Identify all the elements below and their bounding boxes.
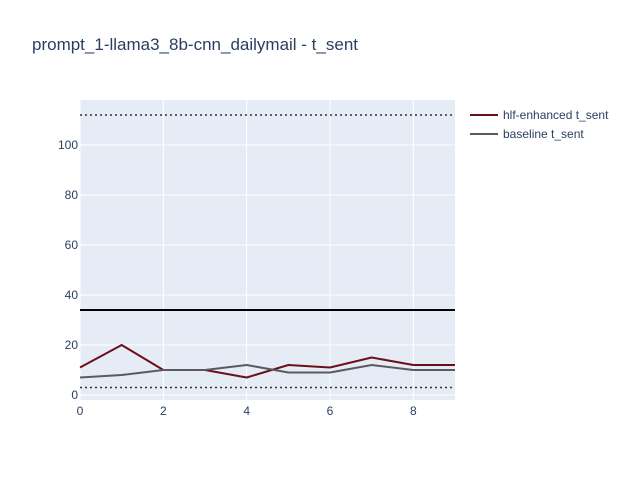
x-tick-label: 0 [77, 404, 84, 418]
y-tick-label: 80 [65, 188, 79, 202]
legend-label: baseline t_sent [503, 127, 584, 141]
series-lines [79, 344, 455, 379]
x-tick-label: 4 [243, 404, 250, 418]
plot-area [80, 100, 455, 400]
x-tick-label: 6 [327, 404, 334, 418]
x-tick-label: 2 [160, 404, 167, 418]
series-line [79, 364, 455, 379]
axis-ticks: 0 20 40 60 80 100 0 2 4 6 8 [58, 138, 417, 418]
y-tick-label: 0 [71, 388, 78, 402]
y-tick-label: 40 [65, 288, 79, 302]
y-tick-label: 20 [65, 338, 79, 352]
legend[interactable]: hlf-enhanced t_sent baseline t_sent [470, 108, 609, 141]
y-tick-label: 60 [65, 238, 79, 252]
chart-title: prompt_1-llama3_8b-cnn_dailymail - t_sen… [32, 35, 358, 54]
series-line [79, 344, 455, 379]
x-tick-label: 8 [410, 404, 417, 418]
grid-lines [79, 100, 455, 400]
legend-label: hlf-enhanced t_sent [503, 108, 609, 122]
y-tick-label: 100 [58, 138, 78, 152]
reference-lines [80, 114, 455, 389]
